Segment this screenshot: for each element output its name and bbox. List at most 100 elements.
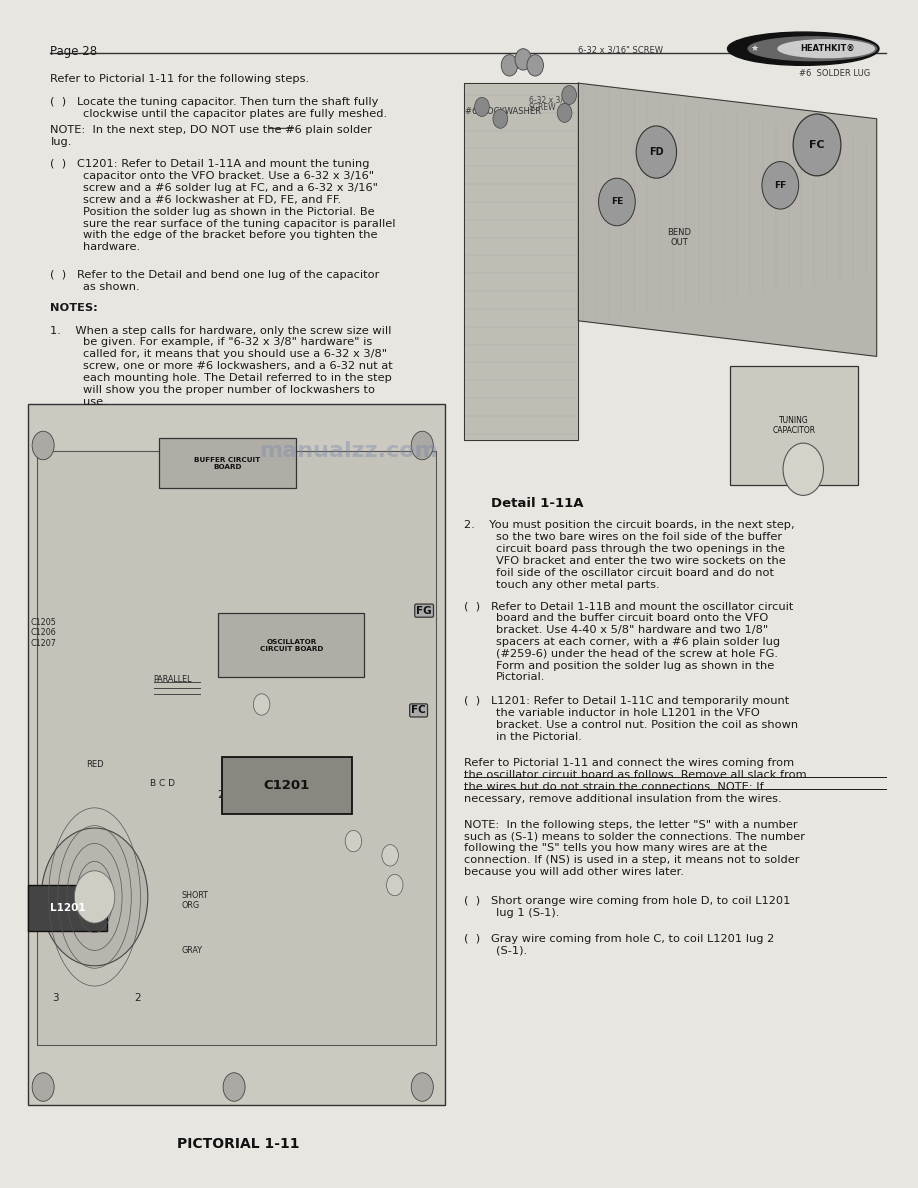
Text: FG: FG [416,606,432,615]
Text: screw and a #6 solder lug at FC, and a 6-32 x 3/16": screw and a #6 solder lug at FC, and a 6… [83,183,377,192]
Text: Form and position the solder lug as shown in the: Form and position the solder lug as show… [496,661,774,670]
FancyBboxPatch shape [218,613,364,677]
Text: NOTE:  In the next step, DO NOT use the #6 plain solder: NOTE: In the next step, DO NOT use the #… [50,125,373,134]
Text: the oscillator circuit board as follows. Remove all slack from: the oscillator circuit board as follows.… [464,770,806,779]
FancyBboxPatch shape [222,757,352,814]
Circle shape [527,55,543,76]
Circle shape [345,830,362,852]
Text: be given. For example, if "6-32 x 3/8" hardware" is: be given. For example, if "6-32 x 3/8" h… [83,337,372,347]
Circle shape [253,694,270,715]
Text: called for, it means that you should use a 6-32 x 3/8": called for, it means that you should use… [83,349,386,359]
Text: will show you the proper number of lockwashers to: will show you the proper number of lockw… [83,385,375,394]
Circle shape [223,1073,245,1101]
Text: (  )   Refer to Detail 1-11B and mount the oscillator circuit: ( ) Refer to Detail 1-11B and mount the … [464,601,793,611]
Text: (  )   Locate the tuning capacitor. Then turn the shaft fully: ( ) Locate the tuning capacitor. Then tu… [50,97,379,107]
Text: PARALLEL: PARALLEL [153,675,192,684]
Text: sure the rear surface of the tuning capacitor is parallel: sure the rear surface of the tuning capa… [83,219,395,228]
Circle shape [501,55,518,76]
Text: hardware.: hardware. [83,242,140,252]
Text: #6  SOLDER LUG: #6 SOLDER LUG [799,69,870,78]
Circle shape [562,86,577,105]
Text: screw and a #6 lockwasher at FD, FE, and FF.: screw and a #6 lockwasher at FD, FE, and… [83,195,341,204]
Text: FF: FF [774,181,787,190]
Text: capacitor onto the VFO bracket. Use a 6-32 x 3/16": capacitor onto the VFO bracket. Use a 6-… [83,171,374,181]
Text: Pictorial.: Pictorial. [496,672,545,682]
Circle shape [515,49,532,70]
Text: 2: 2 [217,790,224,800]
Circle shape [475,97,489,116]
Text: RED: RED [86,760,104,770]
Text: ★: ★ [751,44,758,53]
Text: B C D: B C D [150,779,174,789]
Text: screw, one or more #6 lockwashers, and a 6-32 nut at: screw, one or more #6 lockwashers, and a… [83,361,392,371]
Text: manualzz.com: manualzz.com [260,442,438,461]
Text: PICTORIAL 1-11: PICTORIAL 1-11 [177,1137,300,1151]
Text: ORG: ORG [182,901,200,910]
Circle shape [32,431,54,460]
Text: 6-32 x 3/16": 6-32 x 3/16" [529,95,576,105]
Text: as shown.: as shown. [83,282,140,291]
Circle shape [32,1073,54,1101]
Text: with the edge of the bracket before you tighten the: with the edge of the bracket before you … [83,230,377,240]
Text: C1206: C1206 [30,628,56,638]
Text: NOTE:  In the following steps, the letter "S" with a number: NOTE: In the following steps, the letter… [464,820,797,829]
Circle shape [382,845,398,866]
Ellipse shape [728,32,879,65]
Circle shape [41,828,148,966]
Circle shape [493,109,508,128]
Text: (  )   Gray wire coming from hole C, to coil L1201 lug 2: ( ) Gray wire coming from hole C, to coi… [464,934,774,943]
Text: necessary, remove additional insulation from the wires.: necessary, remove additional insulation … [464,794,781,803]
Text: (  )   L1201: Refer to Detail 1-11C and temporarily mount: ( ) L1201: Refer to Detail 1-11C and tem… [464,696,789,706]
Text: Position the solder lug as shown in the Pictorial. Be: Position the solder lug as shown in the … [83,207,375,216]
Text: (  )   C1201: Refer to Detail 1-11A and mount the tuning: ( ) C1201: Refer to Detail 1-11A and mou… [50,159,370,169]
Text: bracket. Use a control nut. Position the coil as shown: bracket. Use a control nut. Position the… [496,720,798,729]
FancyBboxPatch shape [730,366,858,485]
Text: Refer to Pictorial 1-11 for the following steps.: Refer to Pictorial 1-11 for the followin… [50,74,309,83]
Circle shape [783,443,823,495]
Text: VFO bracket and enter the two wire sockets on the: VFO bracket and enter the two wire socke… [496,556,786,565]
Text: 6-32 x 3/16" SCREW: 6-32 x 3/16" SCREW [578,45,664,55]
Text: #6  LOCKWASHER: #6 LOCKWASHER [465,107,541,116]
Text: connection. If (NS) is used in a step, it means not to solder: connection. If (NS) is used in a step, i… [464,855,799,865]
Text: 1.    When a step calls for hardware, only the screw size will: 1. When a step calls for hardware, only … [50,326,392,335]
Text: the variable inductor in hole L1201 in the VFO: the variable inductor in hole L1201 in t… [496,708,759,718]
Text: in the Pictorial.: in the Pictorial. [496,732,582,741]
Text: spacers at each corner, with a #6 plain solder lug: spacers at each corner, with a #6 plain … [496,637,780,646]
Circle shape [793,114,841,176]
Text: 2: 2 [134,993,141,1003]
Text: 2.    You must position the circuit boards, in the next step,: 2. You must position the circuit boards,… [464,520,794,530]
Text: Refer to Pictorial 1-11 and connect the wires coming from: Refer to Pictorial 1-11 and connect the … [464,758,794,767]
Text: FC: FC [411,706,426,715]
Text: C1207: C1207 [30,639,56,649]
Text: board and the buffer circuit board onto the VFO: board and the buffer circuit board onto … [496,613,768,623]
Text: each mounting hole. The Detail referred to in the step: each mounting hole. The Detail referred … [83,373,391,383]
Circle shape [386,874,403,896]
Text: C1205: C1205 [30,618,56,627]
Text: (S-1).: (S-1). [496,946,527,955]
Text: circuit board pass through the two openings in the: circuit board pass through the two openi… [496,544,785,554]
Text: 4: 4 [97,832,105,841]
Polygon shape [464,83,578,440]
Text: (  )   Short orange wire coming from hole D, to coil L1201: ( ) Short orange wire coming from hole D… [464,896,790,905]
Text: Page 28: Page 28 [50,45,97,58]
Text: touch any other metal parts.: touch any other metal parts. [496,580,659,589]
Text: TUNING
CAPACITOR: TUNING CAPACITOR [773,416,815,435]
Text: (#259-6) under the head of the screw at hole FG.: (#259-6) under the head of the screw at … [496,649,778,658]
Text: 3: 3 [51,993,59,1003]
Text: GRAY: GRAY [182,946,203,955]
Text: SCREW: SCREW [529,103,556,113]
Text: so the two bare wires on the foil side of the buffer: so the two bare wires on the foil side o… [496,532,782,542]
FancyBboxPatch shape [28,885,107,931]
Text: L1201: L1201 [50,903,85,914]
Text: NOTES:: NOTES: [50,303,98,312]
Circle shape [411,431,433,460]
Polygon shape [578,83,877,356]
Text: following the "S" tells you how many wires are at the: following the "S" tells you how many wir… [464,843,767,853]
Text: such as (S-1) means to solder the connections. The number: such as (S-1) means to solder the connec… [464,832,804,841]
FancyBboxPatch shape [37,451,436,1045]
Text: FE: FE [610,197,623,207]
Text: FC: FC [809,140,825,150]
Circle shape [557,103,572,122]
Text: Detail 1-11A: Detail 1-11A [491,497,584,510]
Circle shape [74,871,115,923]
